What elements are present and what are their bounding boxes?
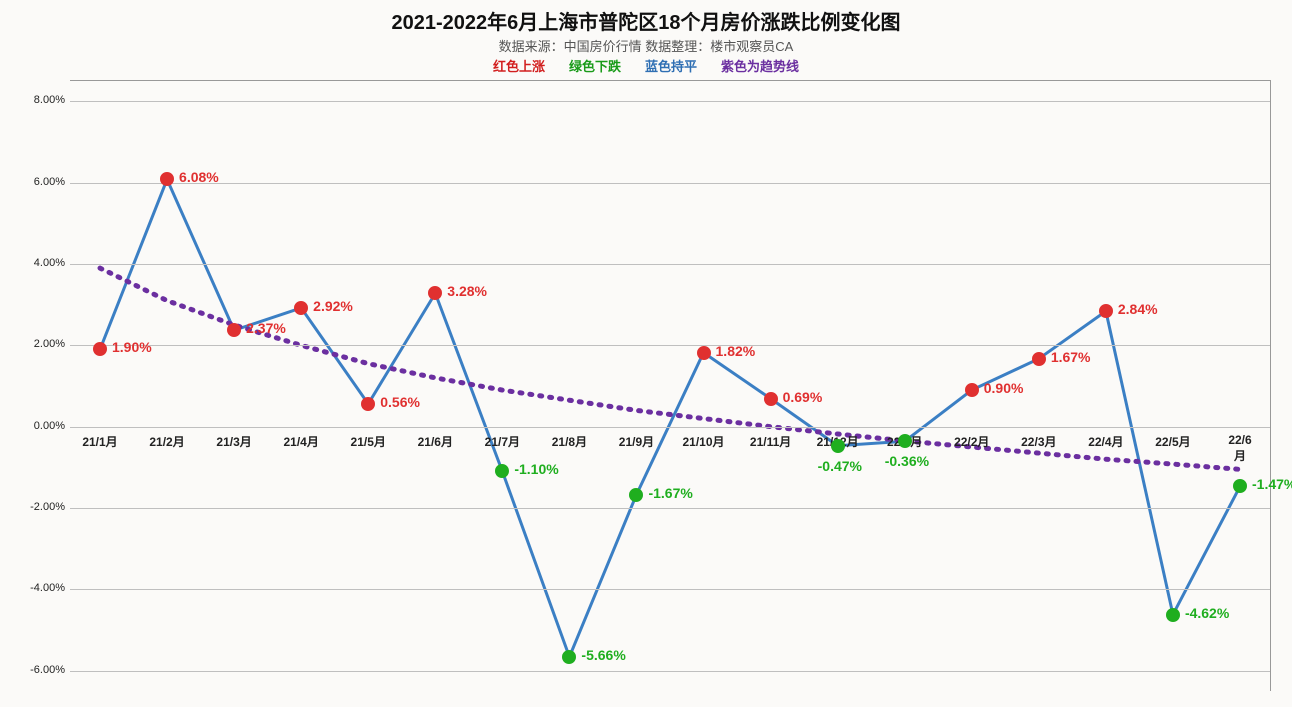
- gridline: [70, 671, 1270, 672]
- data-label: 1.67%: [1051, 349, 1091, 365]
- gridline: [70, 183, 1270, 184]
- x-axis-tick: 22/6月: [1225, 433, 1255, 464]
- data-label: 2.92%: [313, 298, 353, 314]
- data-marker: [294, 301, 308, 315]
- x-axis-tick: 22/5月: [1155, 433, 1190, 450]
- data-marker: [428, 286, 442, 300]
- x-axis-tick: 21/4月: [283, 433, 318, 450]
- legend-item: 紫色为趋势线: [721, 59, 799, 74]
- legend-item: 红色上涨: [493, 59, 545, 74]
- gridline: [70, 264, 1270, 265]
- gridline: [70, 101, 1270, 102]
- data-marker: [160, 172, 174, 186]
- y-axis-tick: 2.00%: [10, 338, 65, 350]
- y-axis-tick: 8.00%: [10, 94, 65, 106]
- x-axis-tick: 21/1月: [82, 433, 117, 450]
- y-axis-tick: 4.00%: [10, 257, 65, 269]
- data-label: -0.36%: [885, 453, 929, 469]
- x-axis-tick: 22/4月: [1088, 433, 1123, 450]
- data-marker: [495, 464, 509, 478]
- data-label: 6.08%: [179, 169, 219, 185]
- data-label: -1.10%: [514, 461, 558, 477]
- data-label: -5.66%: [581, 647, 625, 663]
- data-label: 0.56%: [380, 394, 420, 410]
- x-axis-tick: 22/2月: [954, 433, 989, 450]
- data-label: 0.69%: [783, 389, 823, 405]
- data-marker: [361, 397, 375, 411]
- y-axis-tick: -2.00%: [10, 501, 65, 513]
- data-marker: [898, 434, 912, 448]
- x-axis-tick: 21/11月: [750, 433, 791, 450]
- trend-line: [100, 268, 1240, 469]
- chart-legend: 红色上涨 绿色下跌 蓝色持平 紫色为趋势线: [0, 56, 1292, 75]
- data-label: -4.62%: [1185, 605, 1229, 621]
- data-label: 1.82%: [716, 343, 756, 359]
- data-label: 2.84%: [1118, 301, 1158, 317]
- y-axis-tick: 6.00%: [10, 176, 65, 188]
- data-label: 3.28%: [447, 283, 487, 299]
- y-axis-tick: 0.00%: [10, 420, 65, 432]
- gridline: [70, 427, 1270, 428]
- data-marker: [764, 392, 778, 406]
- legend-item: 绿色下跌: [569, 59, 621, 74]
- gridline: [70, 508, 1270, 509]
- chart-title: 2021-2022年6月上海市普陀区18个月房价涨跌比例变化图: [0, 6, 1292, 35]
- data-marker: [1166, 608, 1180, 622]
- x-axis-tick: 21/9月: [619, 433, 654, 450]
- gridline: [70, 589, 1270, 590]
- data-marker: [93, 342, 107, 356]
- data-marker: [831, 439, 845, 453]
- data-label: 0.90%: [984, 380, 1024, 396]
- data-marker: [227, 323, 241, 337]
- data-line: [100, 179, 1240, 656]
- x-axis-tick: 21/10月: [683, 433, 725, 450]
- x-axis-tick: 21/6月: [418, 433, 453, 450]
- data-label: -0.47%: [818, 458, 862, 474]
- chart-subtitle: 数据来源：中国房价行情 数据整理：楼市观察员CA: [0, 36, 1292, 55]
- x-axis-tick: 21/5月: [351, 433, 386, 450]
- x-axis-tick: 21/3月: [216, 433, 251, 450]
- gridline: [70, 345, 1270, 346]
- y-axis-tick: -4.00%: [10, 582, 65, 594]
- x-axis-tick: 21/7月: [485, 433, 520, 450]
- data-label: 2.37%: [246, 320, 286, 336]
- data-label: -1.67%: [648, 485, 692, 501]
- x-axis-tick: 22/3月: [1021, 433, 1056, 450]
- data-marker: [1032, 352, 1046, 366]
- legend-item: 蓝色持平: [645, 59, 697, 74]
- data-marker: [629, 488, 643, 502]
- data-marker: [1233, 479, 1247, 493]
- data-marker: [562, 650, 576, 664]
- data-label: 1.90%: [112, 339, 152, 355]
- plot-area: -6.00%-4.00%-2.00%0.00%2.00%4.00%6.00%8.…: [70, 80, 1271, 691]
- data-marker: [965, 383, 979, 397]
- x-axis-tick: 21/8月: [552, 433, 587, 450]
- data-marker: [697, 346, 711, 360]
- data-marker: [1099, 304, 1113, 318]
- chart-container: 2021-2022年6月上海市普陀区18个月房价涨跌比例变化图 数据来源：中国房…: [0, 0, 1292, 707]
- chart-svg: [70, 81, 1270, 691]
- x-axis-tick: 21/2月: [149, 433, 184, 450]
- y-axis-tick: -6.00%: [10, 664, 65, 676]
- data-label: -1.47%: [1252, 476, 1292, 492]
